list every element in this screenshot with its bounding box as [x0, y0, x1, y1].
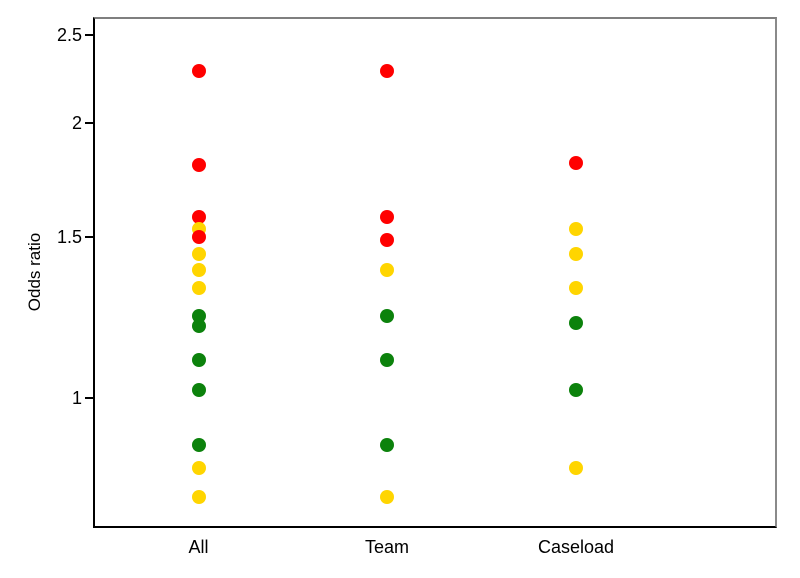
data-point-caseload-1.02	[569, 383, 583, 398]
y-tick-label: 2	[71, 113, 82, 134]
data-point-all-1.1	[191, 353, 206, 368]
data-point-team-0.89	[380, 437, 394, 452]
data-point-all-1.2	[191, 318, 206, 333]
data-point-all-1.02	[191, 383, 206, 398]
plot-area	[93, 17, 777, 528]
y-tick-mark	[85, 236, 93, 239]
data-point-all-2.28	[191, 64, 206, 79]
data-point-all-1.58	[191, 209, 206, 224]
data-point-all-1.32	[191, 281, 206, 296]
data-point-all-0.84	[191, 460, 206, 475]
x-category-label-caseload: Caseload	[537, 537, 615, 557]
y-tick-mark	[85, 33, 93, 36]
y-tick-mark	[85, 397, 93, 400]
data-point-all-1.8	[191, 157, 206, 172]
data-point-caseload-1.81	[569, 155, 583, 170]
data-point-all-0.89	[191, 437, 206, 452]
y-tick-mark	[85, 122, 93, 125]
y-tick-label: 2.5	[56, 24, 82, 45]
data-point-team-0.78	[380, 489, 394, 504]
data-point-team-1.38	[380, 263, 394, 278]
data-point-team-1.23	[380, 309, 394, 324]
data-point-team-1.1	[380, 353, 394, 368]
data-point-caseload-1.32	[569, 281, 583, 296]
y-tick-label: 1	[71, 388, 82, 409]
data-point-caseload-1.53	[569, 222, 583, 237]
data-point-team-2.28	[380, 64, 394, 79]
data-point-all-1.38	[191, 263, 206, 278]
data-point-caseload-1.44	[569, 246, 583, 261]
y-tick-label: 1.5	[56, 227, 82, 248]
data-point-all-1.5	[191, 230, 206, 245]
x-category-label-all: All	[188, 537, 209, 557]
data-point-caseload-0.84	[569, 460, 583, 475]
x-category-label-team: Team	[364, 537, 410, 557]
data-point-team-1.58	[380, 209, 394, 224]
data-point-team-1.49	[380, 232, 394, 247]
data-point-all-0.78	[191, 489, 206, 504]
data-point-caseload-1.21	[569, 315, 583, 330]
data-point-all-1.44	[191, 246, 206, 261]
